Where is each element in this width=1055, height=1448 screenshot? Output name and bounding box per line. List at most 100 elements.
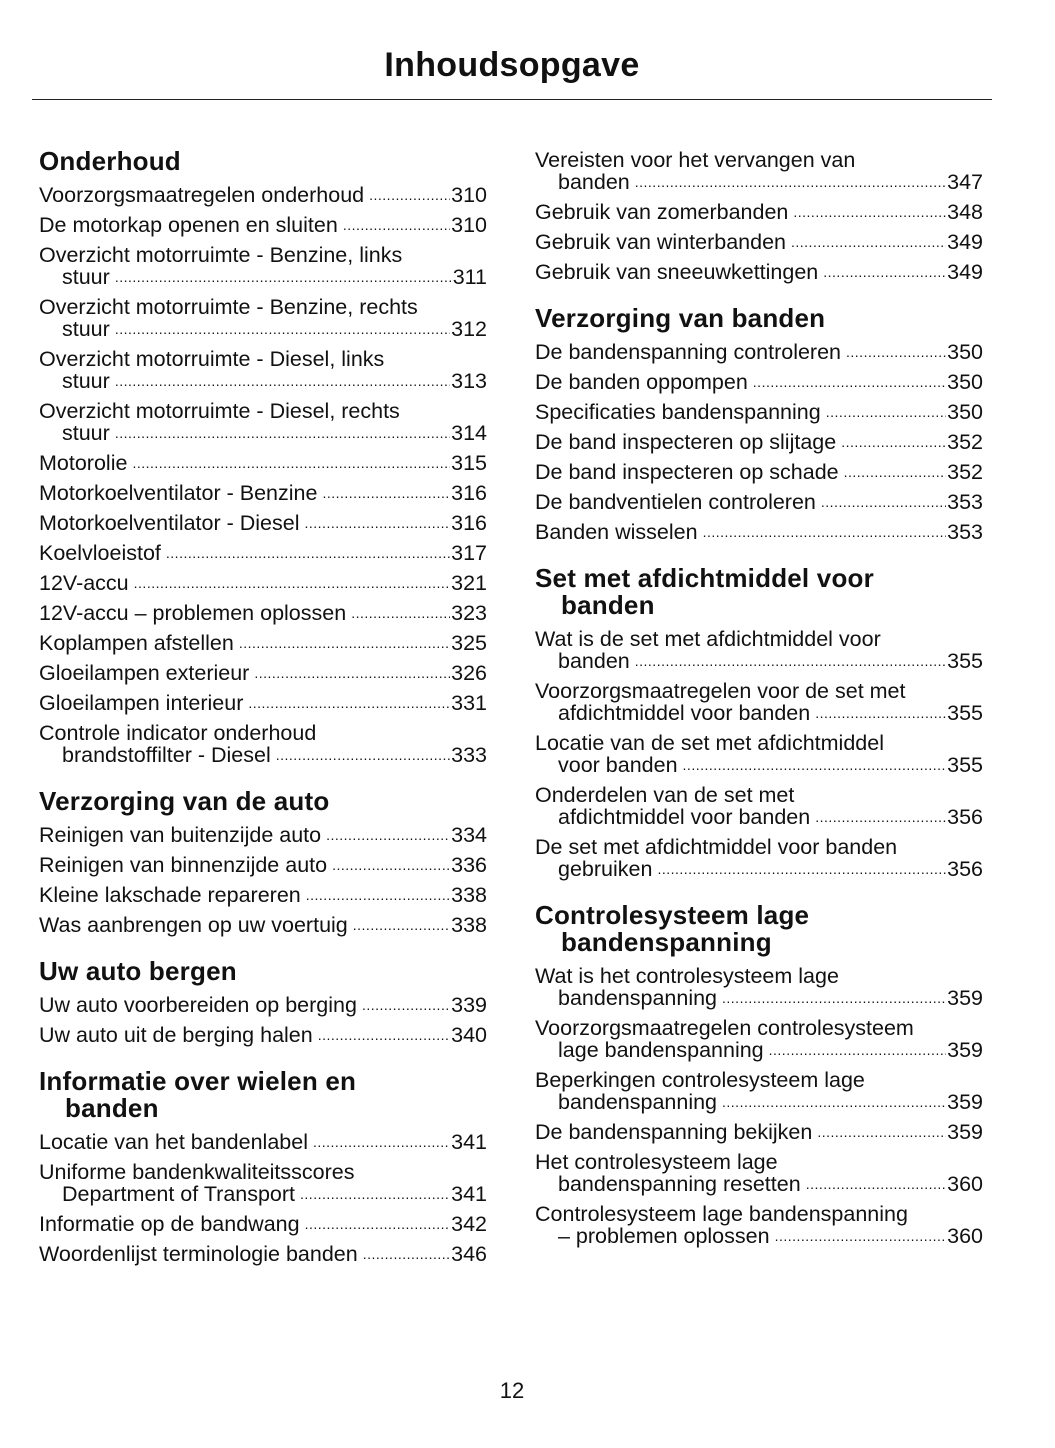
toc-entry[interactable]: De motorkap openen en sluiten 310 [39, 214, 487, 236]
toc-entry[interactable]: Motorkoelventilator - Benzine 316 [39, 482, 487, 504]
toc-page-number[interactable]: 331 [451, 691, 487, 715]
toc-page-number[interactable]: 360 [947, 1172, 983, 1196]
toc-entry[interactable]: Overzicht motorruimte - Benzine, rechts s… [39, 296, 487, 340]
toc-entry[interactable]: De bandenspanning controleren 350 [535, 341, 983, 363]
toc-page-number[interactable]: 310 [451, 213, 487, 237]
toc-entry[interactable]: Banden wisselen 353 [535, 521, 983, 543]
toc-entry[interactable]: Locatie van het bandenlabel 341 [39, 1131, 487, 1153]
toc-entry-title: Onderdelen van de set met [535, 783, 795, 807]
toc-entry[interactable]: 12V-accu 321 [39, 572, 487, 594]
toc-entry[interactable]: Kleine lakschade repareren 338 [39, 884, 487, 906]
toc-page-number[interactable]: 311 [452, 265, 487, 289]
toc-entry[interactable]: Woordenlijst terminologie banden 346 [39, 1243, 487, 1265]
toc-page-number[interactable]: 341 [451, 1182, 487, 1206]
toc-page-number[interactable]: 349 [947, 260, 983, 284]
toc-entry[interactable]: De banden oppompen 350 [535, 371, 983, 393]
toc-entry[interactable]: Uw auto voorbereiden op berging 339 [39, 994, 487, 1016]
toc-page-number[interactable]: 353 [947, 520, 983, 544]
toc-entry[interactable]: Overzicht motorruimte - Benzine, links st… [39, 244, 487, 288]
toc-page-number[interactable]: 314 [451, 421, 487, 445]
toc-page-number[interactable]: 313 [451, 369, 487, 393]
toc-entry-title: De banden oppompen [535, 370, 748, 394]
toc-entry[interactable]: Informatie op de bandwang 342 [39, 1213, 487, 1235]
toc-entry[interactable]: Voorzorgsmaatregelen onderhoud 310 [39, 184, 487, 206]
toc-entry[interactable]: Gloeilampen exterieur 326 [39, 662, 487, 684]
toc-entry[interactable]: De set met afdichtmiddel voor banden gebr… [535, 836, 983, 880]
toc-entry[interactable]: Gebruik van zomerbanden 348 [535, 201, 983, 223]
toc-entry[interactable]: Voorzorgsmaatregelen voor de set met afdi… [535, 680, 983, 724]
toc-entry[interactable]: Uw auto uit de berging halen 340 [39, 1024, 487, 1046]
toc-page-number[interactable]: 347 [947, 170, 983, 194]
toc-page-number[interactable]: 338 [451, 883, 487, 907]
toc-entry[interactable]: Het controlesysteem lage bandenspanning r… [535, 1151, 983, 1195]
toc-page-number[interactable]: 316 [451, 481, 487, 505]
toc-page-number[interactable]: 350 [947, 400, 983, 424]
toc-entry[interactable]: Overzicht motorruimte - Diesel, rechts st… [39, 400, 487, 444]
toc-entry[interactable]: Wat is het controlesysteem lage bandenspa… [535, 965, 983, 1009]
toc-page-number[interactable]: 349 [947, 230, 983, 254]
toc-page-number[interactable]: 356 [947, 857, 983, 881]
toc-entry[interactable]: De band inspecteren op schade 352 [535, 461, 983, 483]
toc-entry[interactable]: Gloeilampen interieur 331 [39, 692, 487, 714]
toc-entry[interactable]: Locatie van de set met afdichtmiddel voor… [535, 732, 983, 776]
toc-page-number[interactable]: 353 [947, 490, 983, 514]
toc-page-number[interactable]: 321 [451, 571, 487, 595]
toc-entry[interactable]: 12V-accu – problemen oplossen 323 [39, 602, 487, 624]
toc-entry[interactable]: Controlesysteem lage bandenspanning – pro… [535, 1203, 983, 1247]
toc-entry[interactable]: Koplampen afstellen 325 [39, 632, 487, 654]
toc-page-number[interactable]: 339 [451, 993, 487, 1017]
toc-page-number[interactable]: 333 [451, 743, 487, 767]
toc-page-number[interactable]: 342 [451, 1212, 487, 1236]
toc-page-number[interactable]: 360 [947, 1224, 983, 1248]
toc-page-number[interactable]: 340 [451, 1023, 487, 1047]
toc-page-number[interactable]: 352 [947, 460, 983, 484]
toc-entry[interactable]: Reinigen van binnenzijde auto 336 [39, 854, 487, 876]
toc-entry[interactable]: Gebruik van winterbanden 349 [535, 231, 983, 253]
toc-entry[interactable]: Onderdelen van de set met afdichtmiddel v… [535, 784, 983, 828]
toc-page-number[interactable]: 346 [451, 1242, 487, 1266]
toc-page-number[interactable]: 315 [451, 451, 487, 475]
toc-page-number[interactable]: 355 [947, 753, 983, 777]
toc-page-number[interactable]: 336 [451, 853, 487, 877]
toc-page-number[interactable]: 348 [947, 200, 983, 224]
toc-page-number[interactable]: 325 [451, 631, 487, 655]
toc-entry[interactable]: Overzicht motorruimte - Diesel, links stu… [39, 348, 487, 392]
toc-entry[interactable]: Specificaties bandenspanning 350 [535, 401, 983, 423]
toc-entry[interactable]: Gebruik van sneeuwkettingen 349 [535, 261, 983, 283]
toc-entry[interactable]: Controle indicator onderhoud brandstoffil… [39, 722, 487, 766]
toc-page-number[interactable]: 334 [451, 823, 487, 847]
toc-page-number[interactable]: 359 [947, 1120, 983, 1144]
toc-entry[interactable]: Beperkingen controlesysteem lage bandensp… [535, 1069, 983, 1113]
toc-page-number[interactable]: 341 [451, 1130, 487, 1154]
toc-page-number[interactable]: 350 [947, 340, 983, 364]
toc-page-number[interactable]: 316 [451, 511, 487, 535]
toc-entry[interactable]: Koelvloeistof 317 [39, 542, 487, 564]
toc-entry[interactable]: Reinigen van buitenzijde auto 334 [39, 824, 487, 846]
toc-entry[interactable]: Uniforme bandenkwaliteitsscores Departmen… [39, 1161, 487, 1205]
toc-page-number[interactable]: 359 [947, 986, 983, 1010]
toc-page-number[interactable]: 338 [451, 913, 487, 937]
toc-page-number[interactable]: 323 [451, 601, 487, 625]
toc-page-number[interactable]: 310 [451, 183, 487, 207]
toc-entry[interactable]: Wat is de set met afdichtmiddel voor band… [535, 628, 983, 672]
toc-entry-title: Wat is het controlesysteem lage [535, 964, 839, 988]
toc-entry[interactable]: Voorzorgsmaatregelen controlesysteem lage… [535, 1017, 983, 1061]
toc-page-number[interactable]: 359 [947, 1038, 983, 1062]
toc-entry[interactable]: Motorkoelventilator - Diesel 316 [39, 512, 487, 534]
toc-page-number[interactable]: 350 [947, 370, 983, 394]
toc-page-number[interactable]: 352 [947, 430, 983, 454]
toc-entry[interactable]: De bandenspanning bekijken 359 [535, 1121, 983, 1143]
toc-page-number[interactable]: 312 [451, 317, 487, 341]
toc-entry[interactable]: Was aanbrengen op uw voertuig 338 [39, 914, 487, 936]
toc-entry[interactable]: De bandventielen controleren 353 [535, 491, 983, 513]
toc-page-number[interactable]: 355 [947, 649, 983, 673]
toc-page-number[interactable]: 317 [451, 541, 487, 565]
toc-page-number[interactable]: 359 [947, 1090, 983, 1114]
toc-page-number[interactable]: 326 [451, 661, 487, 685]
toc-entry[interactable]: Motorolie 315 [39, 452, 487, 474]
toc-entry-line: Woordenlijst terminologie banden 346 [39, 1243, 487, 1265]
toc-page-number[interactable]: 356 [947, 805, 983, 829]
toc-entry[interactable]: De band inspecteren op slijtage 352 [535, 431, 983, 453]
toc-page-number[interactable]: 355 [947, 701, 983, 725]
